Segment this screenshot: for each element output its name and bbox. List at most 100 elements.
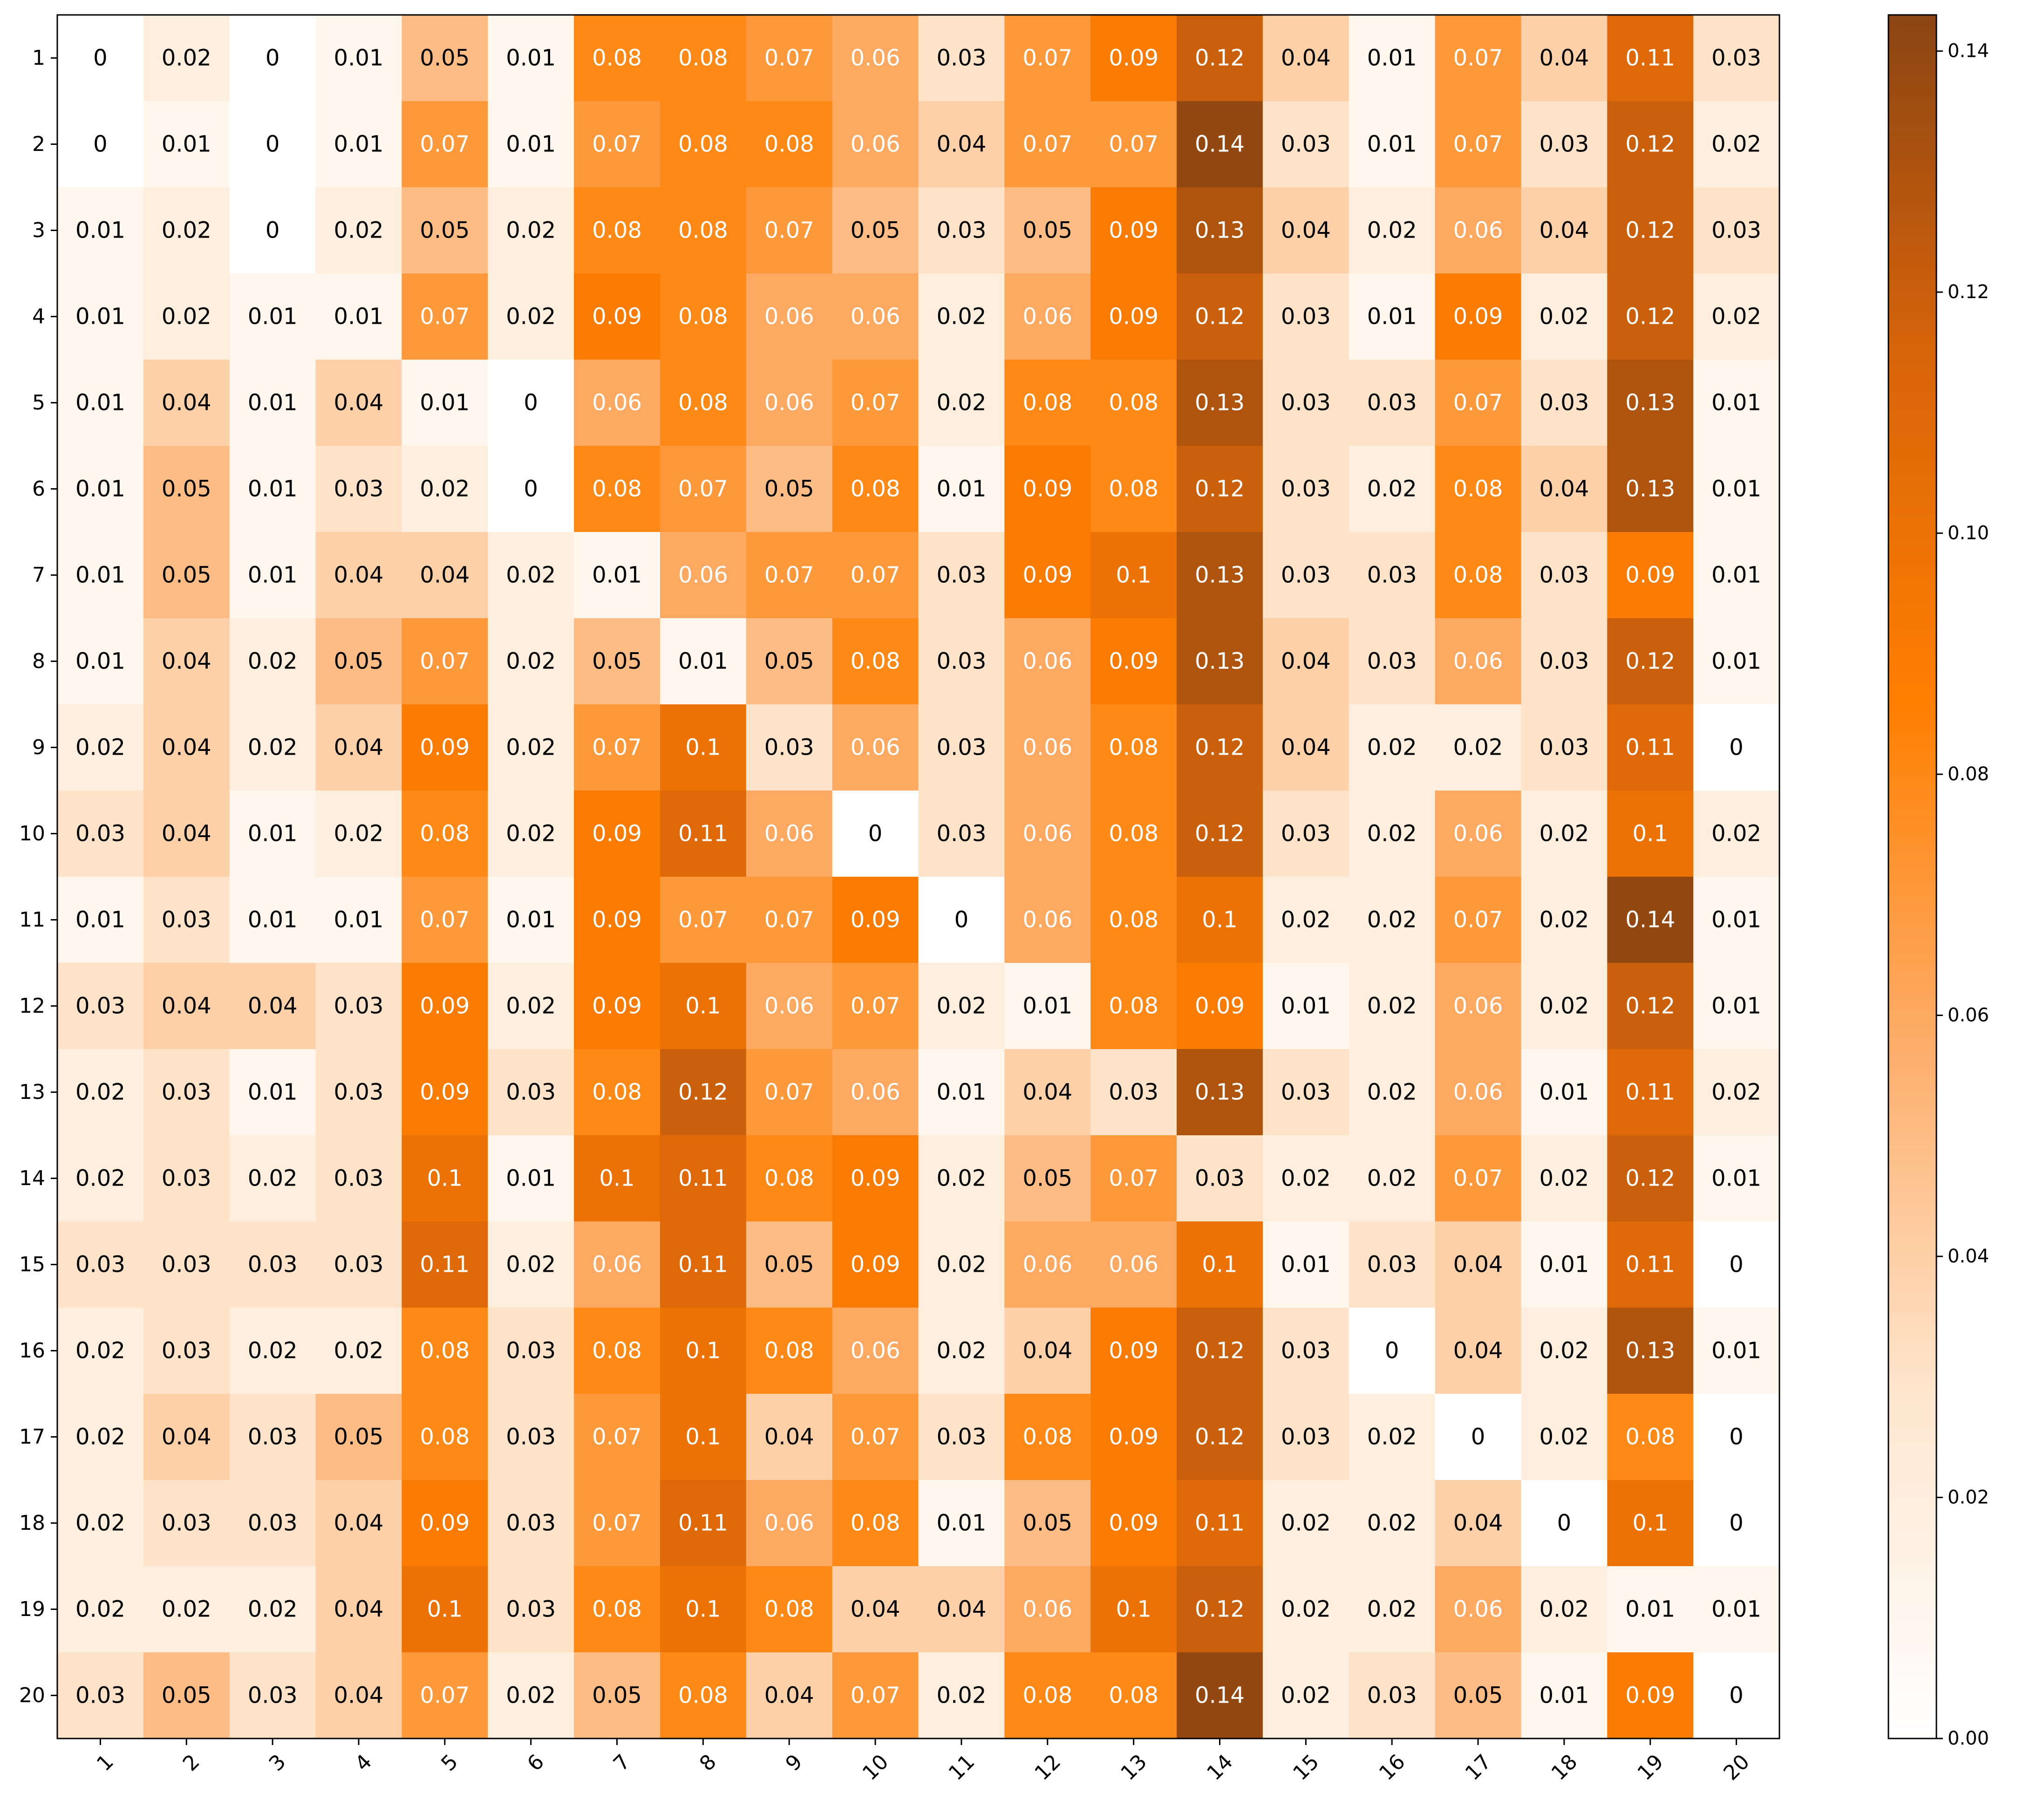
cell-value-label: 0.02 xyxy=(1367,218,1417,244)
cell-value-label: 0.04 xyxy=(1453,1338,1503,1364)
cell-value-label: 0.05 xyxy=(592,1683,642,1709)
heatmap-cell xyxy=(574,1480,661,1567)
cell-value-label: 0.05 xyxy=(764,476,814,502)
cell-value-label: 0.01 xyxy=(75,218,125,244)
cell-value-label: 0.08 xyxy=(678,131,728,157)
cell-value-label: 0.06 xyxy=(851,1079,900,1105)
cell-value-label: 0.03 xyxy=(936,1424,986,1450)
cell-value-label: 0.03 xyxy=(1539,562,1589,588)
cell-value-label: 0.08 xyxy=(420,1338,470,1364)
cell-value-label: 0.03 xyxy=(162,1079,211,1105)
cell-value-label: 0.02 xyxy=(75,1424,125,1450)
heatmap-cell xyxy=(315,618,402,705)
cell-value-label: 0.01 xyxy=(1711,648,1761,675)
heatmap-cell xyxy=(1004,187,1091,274)
heatmap-cell xyxy=(660,618,747,705)
heatmap-cell xyxy=(488,446,574,532)
heatmap-cell xyxy=(660,273,747,360)
heatmap-cell xyxy=(229,1221,316,1308)
heatmap-cell xyxy=(1607,1221,1694,1308)
cell-value-label: 0.03 xyxy=(162,1510,211,1536)
heatmap-cell xyxy=(488,532,574,619)
cell-value-label: 0.13 xyxy=(1195,1079,1245,1105)
cell-value-label: 0 xyxy=(1729,1683,1744,1709)
heatmap-cell xyxy=(1521,273,1608,360)
cell-value-label: 0.03 xyxy=(162,1338,211,1364)
heatmap-cell xyxy=(488,360,574,446)
heatmap-cell xyxy=(143,618,230,705)
x-tick-label: 5 xyxy=(436,1750,463,1776)
y-tick-label: 3 xyxy=(32,218,45,242)
cell-value-label: 0.03 xyxy=(506,1510,556,1536)
heatmap-cell xyxy=(832,532,919,619)
x-tick-label: 19 xyxy=(1633,1750,1668,1785)
heatmap-cell xyxy=(918,1652,1005,1739)
cell-value-label: 0.01 xyxy=(75,907,125,933)
cell-value-label: 0.06 xyxy=(851,1338,900,1364)
cell-value-label: 0.04 xyxy=(764,1424,814,1450)
heatmap-cell xyxy=(402,963,488,1050)
heatmap-cell xyxy=(1693,618,1780,705)
cell-value-label: 0.01 xyxy=(420,390,470,416)
cell-value-label: 0.1 xyxy=(1116,1596,1151,1623)
cell-value-label: 0.01 xyxy=(1367,131,1417,157)
heatmap-cell xyxy=(660,1394,747,1480)
heatmap-cell xyxy=(488,791,574,877)
heatmap-cell xyxy=(1607,1394,1694,1480)
cell-value-label: 0.13 xyxy=(1195,390,1245,416)
heatmap-cell xyxy=(746,704,833,791)
cell-value-label: 0.03 xyxy=(334,1079,384,1105)
heatmap-cell xyxy=(1262,532,1349,619)
cell-value-label: 0.08 xyxy=(1022,1683,1072,1709)
heatmap-cell xyxy=(315,704,402,791)
heatmap-cell xyxy=(1004,360,1091,446)
cell-value-label: 0.03 xyxy=(1281,476,1331,502)
cell-value-label: 0.01 xyxy=(1711,476,1761,502)
heatmap-cell xyxy=(57,791,144,877)
heatmap-cell xyxy=(660,791,747,877)
cell-value-label: 0 xyxy=(93,45,108,71)
y-tick-label: 18 xyxy=(19,1511,45,1535)
heatmap-cell xyxy=(1607,1652,1694,1739)
cell-value-label: 0.03 xyxy=(1281,562,1331,588)
heatmap-cell xyxy=(1435,1308,1522,1394)
heatmap-cell xyxy=(660,1135,747,1222)
heatmap-cell xyxy=(1004,1308,1091,1394)
heatmap-cell xyxy=(402,1221,488,1308)
cell-value-label: 0.02 xyxy=(1539,993,1589,1019)
cell-value-label: 0.08 xyxy=(851,648,900,675)
x-tick-label: 9 xyxy=(781,1750,807,1776)
cell-value-label: 0.02 xyxy=(334,821,384,847)
cell-value-label: 0.06 xyxy=(1022,304,1072,330)
cell-value-label: 0.04 xyxy=(162,993,211,1019)
heatmap-cell xyxy=(402,273,488,360)
cell-value-label: 0.03 xyxy=(506,1596,556,1623)
heatmap-cell xyxy=(143,1566,230,1653)
heatmap-cell xyxy=(488,1566,574,1653)
cell-value-label: 0.06 xyxy=(851,304,900,330)
cell-value-label: 0.08 xyxy=(1109,390,1158,416)
cell-value-label: 0.02 xyxy=(936,1683,986,1709)
heatmap-cell xyxy=(57,446,144,532)
y-tick-label: 20 xyxy=(19,1684,45,1707)
cell-value-label: 0.07 xyxy=(592,1510,642,1536)
heatmap-cell xyxy=(1607,877,1694,963)
cell-value-label: 0.09 xyxy=(420,1079,470,1105)
cell-value-label: 0.03 xyxy=(1367,390,1417,416)
cell-value-label: 0.06 xyxy=(851,45,900,71)
heatmap-cell xyxy=(1521,1049,1608,1136)
cell-value-label: 0.08 xyxy=(592,1338,642,1364)
cell-value-label: 0.07 xyxy=(851,390,900,416)
cell-value-label: 0.03 xyxy=(1281,1079,1331,1105)
cell-value-label: 0.01 xyxy=(1711,390,1761,416)
heatmap-cell xyxy=(402,1308,488,1394)
heatmap-cell xyxy=(143,446,230,532)
cell-value-label: 0.03 xyxy=(75,1252,125,1278)
cell-value-label: 0.02 xyxy=(1367,907,1417,933)
cell-value-label: 0 xyxy=(1385,1338,1399,1364)
heatmap-cell xyxy=(1607,963,1694,1050)
cell-value-label: 0.03 xyxy=(248,1510,298,1536)
cell-value-label: 0.11 xyxy=(678,1510,728,1536)
cell-value-label: 0.07 xyxy=(1022,45,1072,71)
cell-value-label: 0.06 xyxy=(1453,993,1503,1019)
